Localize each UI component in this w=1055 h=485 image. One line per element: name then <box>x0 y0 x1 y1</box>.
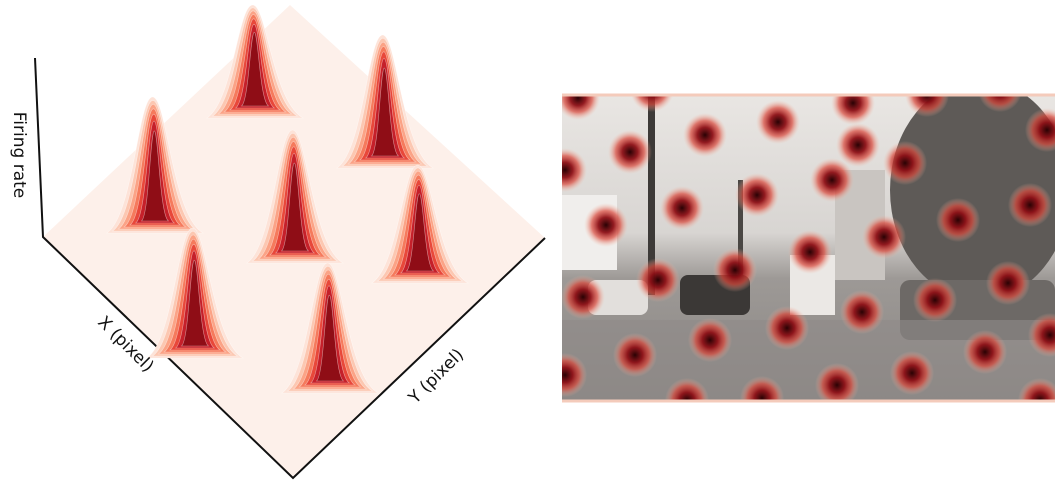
blob <box>953 320 1017 384</box>
blob <box>598 120 662 184</box>
blob <box>976 251 1040 315</box>
blob <box>746 95 810 154</box>
blob <box>620 95 684 122</box>
pole <box>648 95 655 295</box>
peak <box>206 4 305 119</box>
blob <box>562 95 610 130</box>
peak <box>281 262 380 394</box>
blob <box>562 265 615 329</box>
peak <box>336 34 435 169</box>
peak-layer <box>240 32 270 107</box>
blob <box>703 238 767 302</box>
blob <box>730 366 794 401</box>
blob <box>678 308 742 372</box>
peak <box>246 129 345 264</box>
blob <box>626 248 690 312</box>
peak <box>106 96 205 234</box>
blob <box>968 95 1032 122</box>
peak-layer <box>280 162 310 252</box>
blob <box>873 131 937 195</box>
blob <box>895 95 959 127</box>
peak-layer <box>140 130 170 222</box>
blob <box>778 220 842 284</box>
peak-layer <box>315 294 345 382</box>
blob <box>800 148 864 212</box>
blob <box>926 188 990 252</box>
surface-plot: Firing rate X (pixel) Y (pixel) <box>9 4 546 480</box>
z-axis-label: Firing rate <box>9 112 29 198</box>
blob <box>574 193 638 257</box>
peaks <box>106 4 470 394</box>
blob <box>830 280 894 344</box>
blob <box>725 163 789 227</box>
peak-layer <box>180 259 210 347</box>
blob <box>562 343 597 401</box>
peak-layer <box>370 67 400 157</box>
blob <box>650 176 714 240</box>
blob <box>603 323 667 387</box>
peak <box>146 227 245 359</box>
tree <box>890 95 1055 300</box>
blob <box>903 268 967 332</box>
image-overlay <box>562 95 1055 401</box>
peak-layer <box>405 193 435 272</box>
blob <box>821 95 885 135</box>
peak <box>371 164 470 284</box>
blob <box>880 341 944 401</box>
blob <box>852 205 916 269</box>
blob <box>562 138 597 202</box>
blob <box>673 103 737 167</box>
pole <box>738 180 743 290</box>
blob <box>755 296 819 360</box>
